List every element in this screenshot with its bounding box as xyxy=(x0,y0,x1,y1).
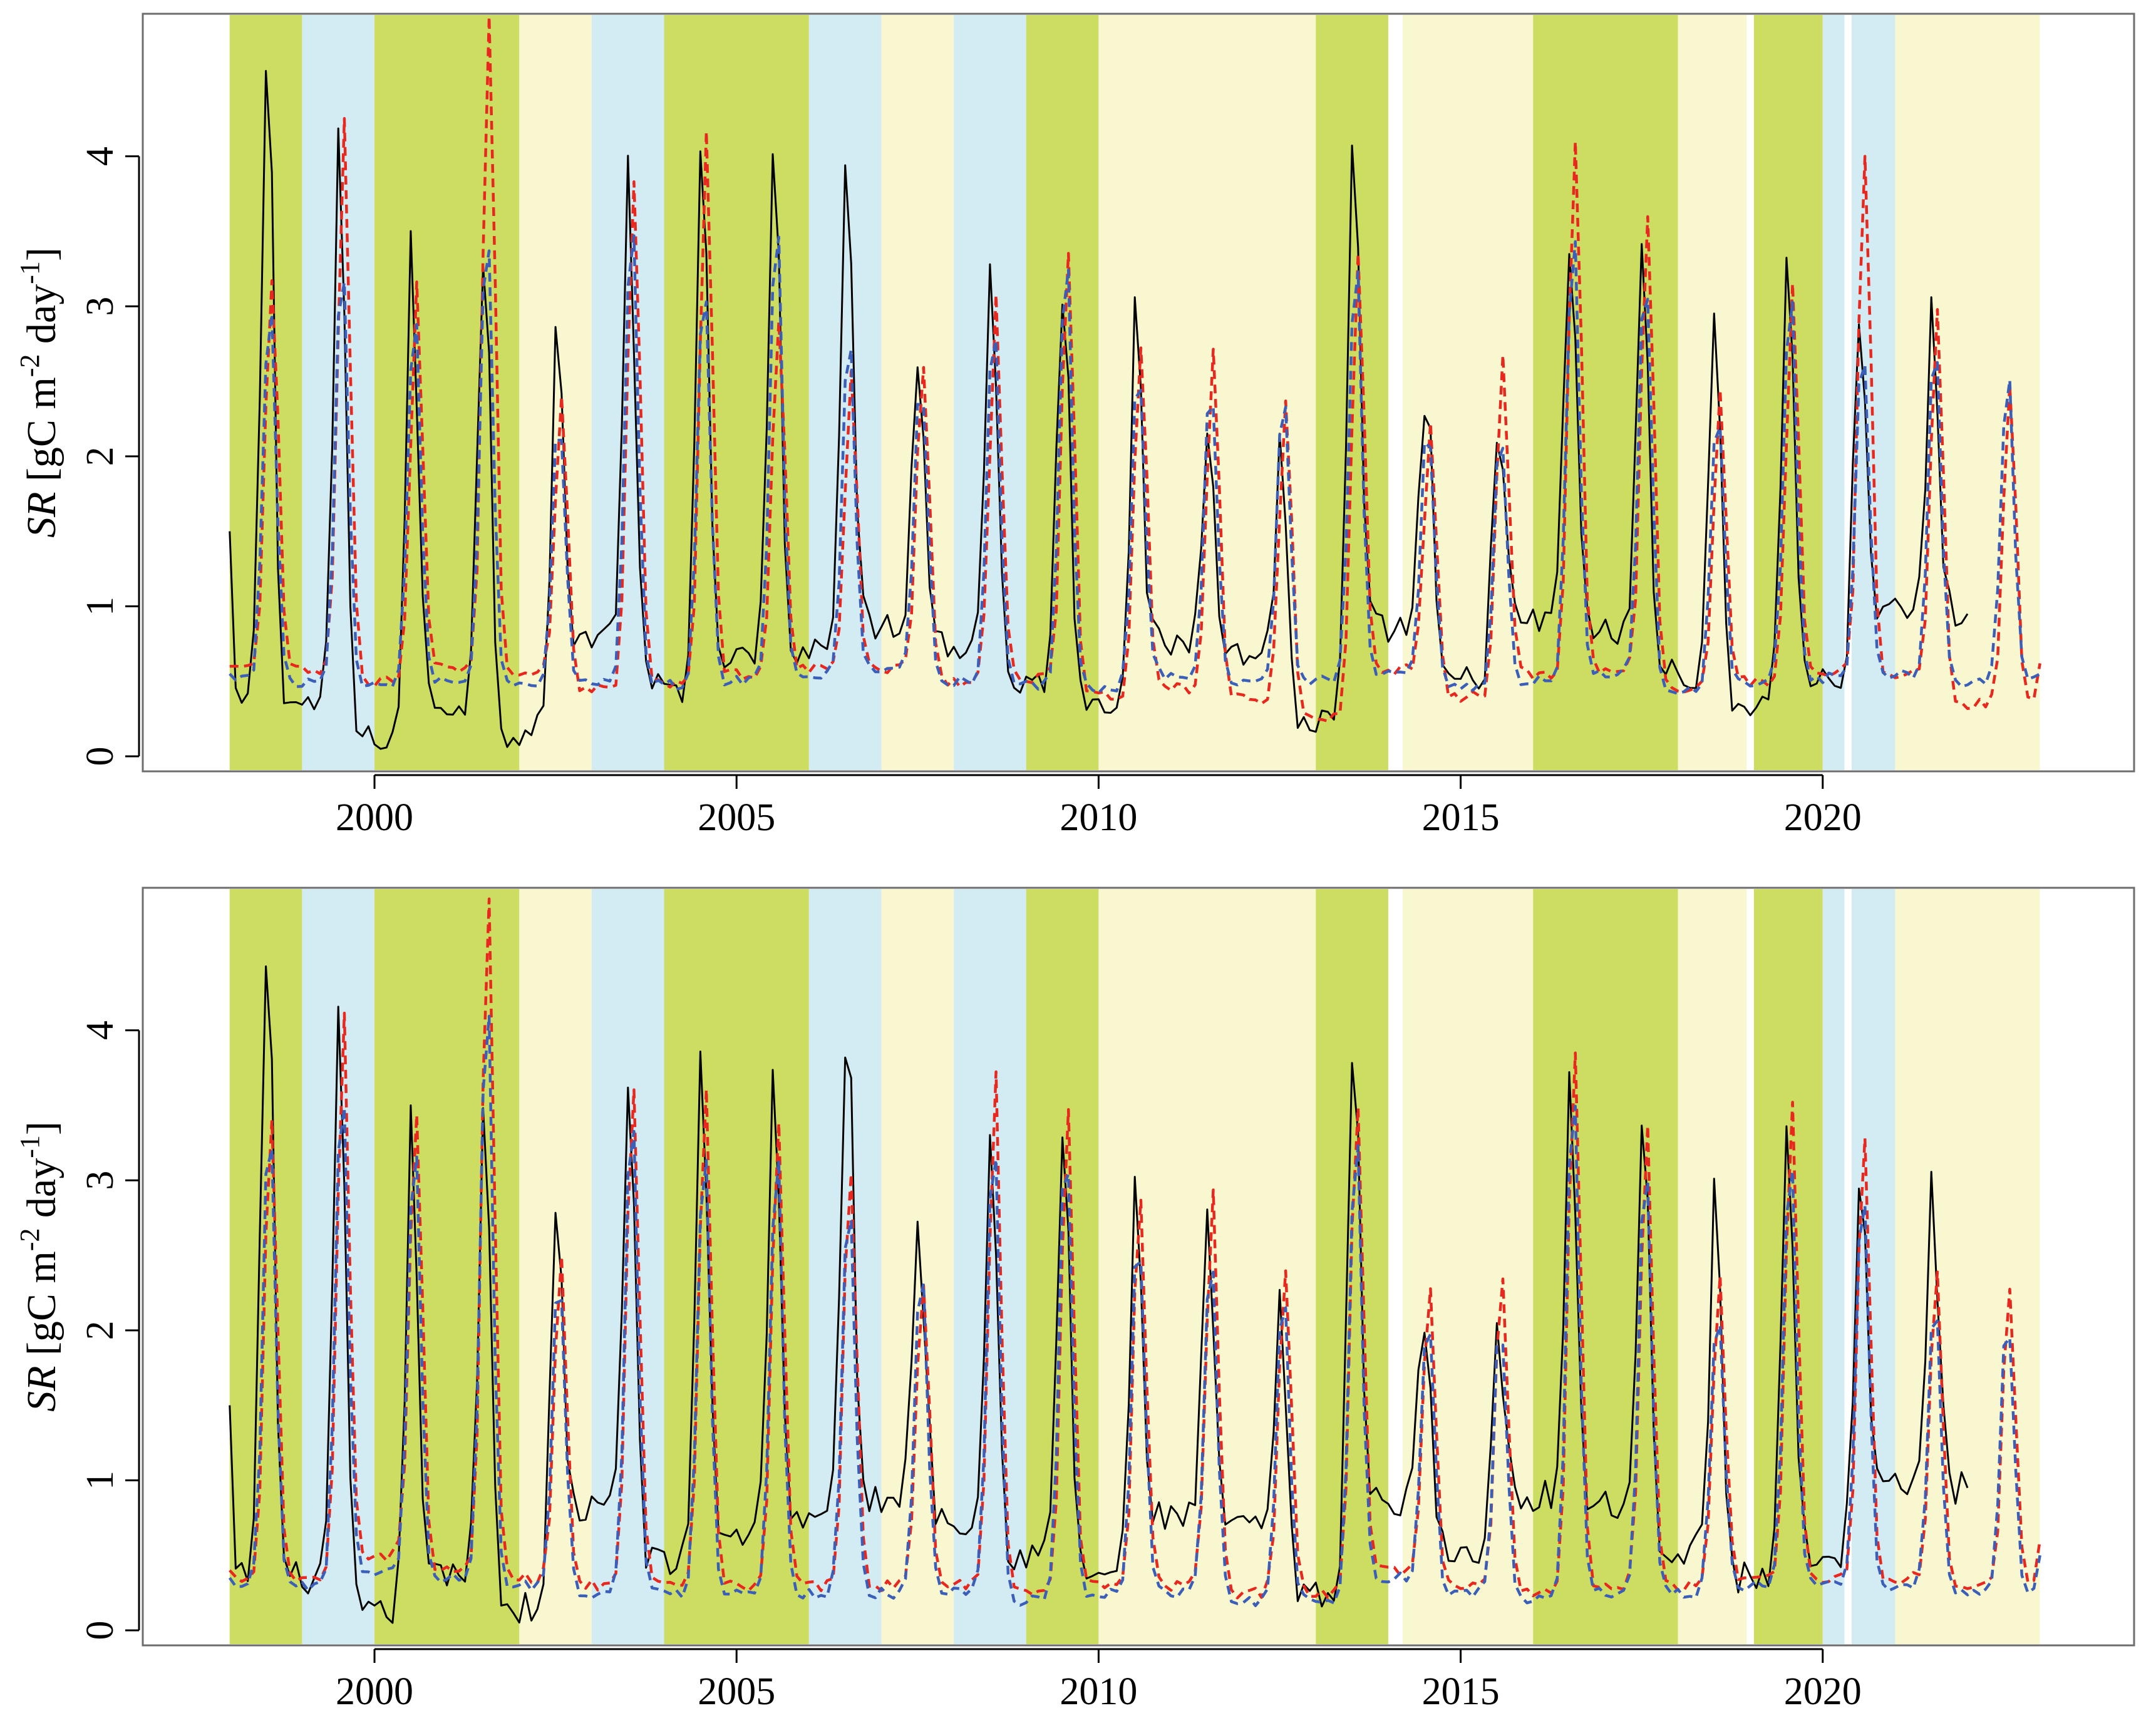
y-tick-label: 3 xyxy=(79,1171,121,1190)
band-blue xyxy=(1822,15,1845,770)
band-blue xyxy=(591,889,664,1644)
plot-frame xyxy=(142,887,2135,1647)
band-green xyxy=(374,15,520,770)
background-bands xyxy=(229,15,2040,770)
y-axis-title-sup: -1 xyxy=(14,1135,45,1158)
band-yellow xyxy=(1098,889,1316,1644)
x-tick-label: 2010 xyxy=(1060,1670,1137,1713)
band-blue xyxy=(1822,889,1845,1644)
y-axis-title: SR [gC m-2 day-1] xyxy=(14,1121,64,1412)
y-axis-title-text: day xyxy=(19,284,64,354)
series-line-blue xyxy=(229,234,2041,696)
y-tick-label: 4 xyxy=(79,147,121,166)
y-axis-title-text: [gC m xyxy=(19,1251,64,1366)
y-tick-label: 0 xyxy=(79,1621,121,1640)
panel-top: 2000 2005 2010 2015 2020 0 1 2 3 4 SR [gC m-2 da… xyxy=(14,13,2135,839)
y-tick-label: 2 xyxy=(79,1320,121,1340)
x-tick-label: 2000 xyxy=(336,796,413,839)
y-axis-title-italic: SR xyxy=(19,492,64,538)
plot-frame xyxy=(142,13,2135,773)
x-tick-label: 2015 xyxy=(1422,1670,1500,1713)
y-axis-title: SR [gC m-2 day-1] xyxy=(14,247,64,538)
band-yellow xyxy=(1403,889,1534,1644)
band-yellow xyxy=(1895,15,2040,770)
band-yellow xyxy=(519,889,592,1644)
series-line-observed xyxy=(229,69,1969,750)
y-tick-label: 1 xyxy=(79,597,121,616)
y-axis-title-text: ] xyxy=(19,247,64,261)
band-yellow xyxy=(1678,15,1747,770)
x-axis: 2000 2005 2010 2015 2020 xyxy=(336,1648,1862,1713)
series-line-observed xyxy=(229,965,1969,1624)
series-lines xyxy=(228,897,2041,1624)
band-blue xyxy=(808,15,882,770)
y-axis: 0 1 2 3 4 xyxy=(79,1021,140,1640)
y-axis-title-sup: -1 xyxy=(14,261,45,284)
band-yellow xyxy=(1403,15,1534,770)
y-axis-title-text: [gC m xyxy=(19,377,64,491)
band-green xyxy=(664,15,809,770)
band-blue xyxy=(1852,15,1896,770)
y-tick-label: 4 xyxy=(79,1021,121,1040)
x-tick-label: 2005 xyxy=(698,796,775,839)
band-blue xyxy=(302,889,375,1644)
y-axis-title-sup: -2 xyxy=(14,354,45,378)
y-tick-label: 3 xyxy=(79,297,121,316)
x-tick-label: 2010 xyxy=(1060,796,1137,839)
band-yellow xyxy=(519,15,592,770)
band-yellow xyxy=(881,889,954,1644)
band-yellow xyxy=(881,15,954,770)
x-tick-label: 2005 xyxy=(698,1670,775,1713)
y-tick-label: 0 xyxy=(79,747,121,766)
band-green xyxy=(1533,15,1678,770)
y-axis-title-sup: -2 xyxy=(14,1228,45,1252)
y-tick-label: 2 xyxy=(79,446,121,466)
y-tick-label: 1 xyxy=(79,1471,121,1490)
series-line-red xyxy=(229,897,2041,1600)
x-tick-label: 2020 xyxy=(1784,796,1862,839)
band-green xyxy=(1533,889,1678,1644)
x-tick-label: 2015 xyxy=(1422,796,1500,839)
series-lines xyxy=(229,15,2041,750)
band-green xyxy=(374,889,520,1644)
x-axis: 2000 2005 2010 2015 2020 xyxy=(336,774,1862,839)
y-axis-title-italic: SR xyxy=(19,1366,64,1412)
panel-bottom: 2000 2005 2010 2015 2020 0 1 2 3 4 SR [gC m-2 da… xyxy=(14,887,2135,1713)
series-line-blue xyxy=(228,1014,2041,1607)
y-axis: 0 1 2 3 4 xyxy=(79,147,140,766)
y-axis-title-text: ] xyxy=(19,1121,64,1135)
y-axis-title-text: day xyxy=(19,1158,64,1228)
band-green xyxy=(1753,889,1823,1644)
band-yellow xyxy=(1895,889,2040,1644)
band-blue xyxy=(954,889,1026,1644)
x-tick-label: 2000 xyxy=(336,1670,413,1713)
band-yellow xyxy=(1098,15,1316,770)
x-tick-label: 2020 xyxy=(1784,1670,1862,1713)
